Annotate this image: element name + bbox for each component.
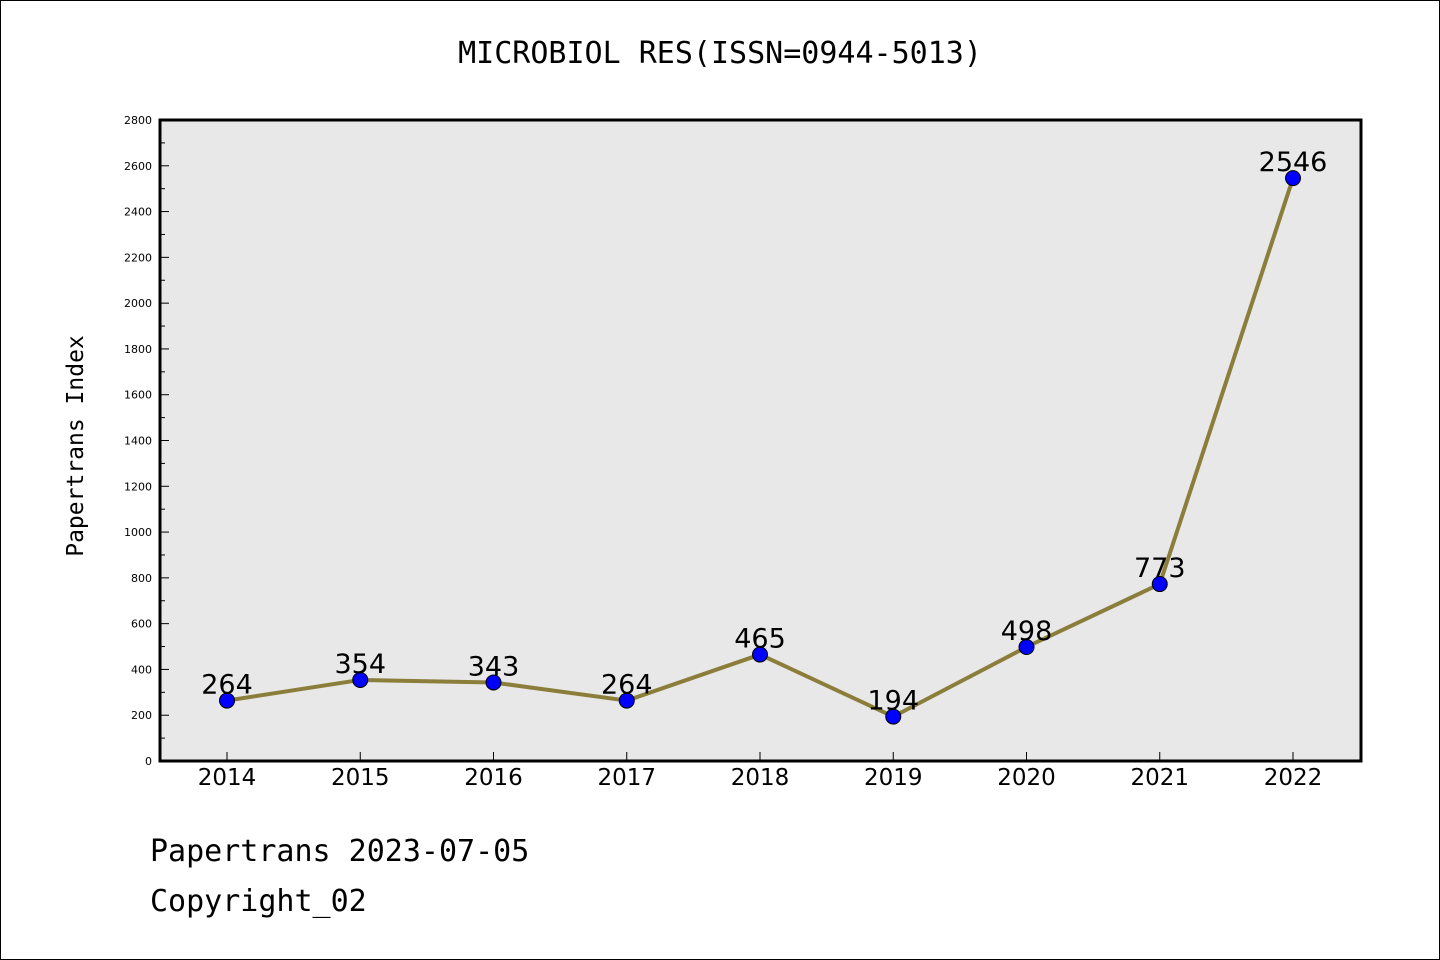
y-tick-label: 2600 [124,160,152,173]
y-tick-label: 600 [131,618,152,631]
data-point [352,671,369,688]
footer-copyright: Copyright_02 [150,884,367,919]
data-label: 343 [468,651,520,682]
data-label: 194 [867,686,919,717]
y-tick-label: 1200 [124,480,152,493]
x-tick-label: 2018 [731,765,790,791]
x-tick-label: 2016 [464,765,523,791]
y-tick-label: 400 [131,663,152,676]
x-tick-label: 2020 [997,765,1056,791]
data-point [1151,576,1168,593]
x-tick-label: 2015 [331,765,390,791]
y-tick-label: 200 [131,709,152,722]
chart-title: MICROBIOL RES(ISSN=0944-5013) [458,36,982,71]
y-tick-label: 2000 [124,297,152,310]
x-tick-label: 2017 [597,765,656,791]
data-point [485,674,502,691]
x-tick-label: 2014 [198,765,257,791]
footer-date: Papertrans 2023-07-05 [150,834,530,869]
data-label: 264 [201,670,253,701]
data-point [885,708,902,725]
y-tick-label: 0 [145,755,152,768]
y-tick-label: 2400 [124,206,152,219]
data-point [219,692,235,709]
data-point [1285,170,1301,187]
y-tick-label: 2800 [124,114,152,127]
data-label: 465 [734,624,786,655]
data-point [752,646,768,663]
x-tick-label: 2022 [1264,765,1323,791]
y-tick-label: 1600 [124,389,152,402]
data-point [1018,638,1035,655]
y-tick-label: 1400 [124,435,152,448]
data-point [618,692,635,709]
data-label: 354 [334,649,386,680]
x-tick-label: 2019 [864,765,923,791]
y-tick-label: 2200 [124,251,152,264]
data-label: 498 [1001,616,1053,647]
data-label: 2546 [1259,147,1328,178]
x-tick-label: 2021 [1130,765,1189,791]
y-tick-label: 800 [131,572,152,585]
data-label: 264 [601,670,653,701]
y-tick-label: 1800 [124,343,152,356]
data-label: 773 [1134,553,1186,584]
plot-border [158,118,1363,763]
y-tick-label: 1000 [124,526,152,539]
